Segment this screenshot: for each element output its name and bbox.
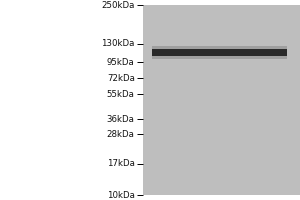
Text: 55kDa: 55kDa [107, 90, 135, 99]
Text: 95kDa: 95kDa [107, 58, 135, 67]
Text: 130kDa: 130kDa [101, 39, 135, 48]
Text: 250kDa: 250kDa [101, 0, 135, 9]
Bar [142, 5, 300, 195]
Bar [152, 46, 286, 59]
Text: 36kDa: 36kDa [107, 115, 135, 124]
Text: 72kDa: 72kDa [107, 74, 135, 83]
Text: 10kDa: 10kDa [107, 190, 135, 200]
Bar [152, 49, 286, 56]
Text: 17kDa: 17kDa [107, 159, 135, 168]
Text: 28kDa: 28kDa [107, 130, 135, 139]
